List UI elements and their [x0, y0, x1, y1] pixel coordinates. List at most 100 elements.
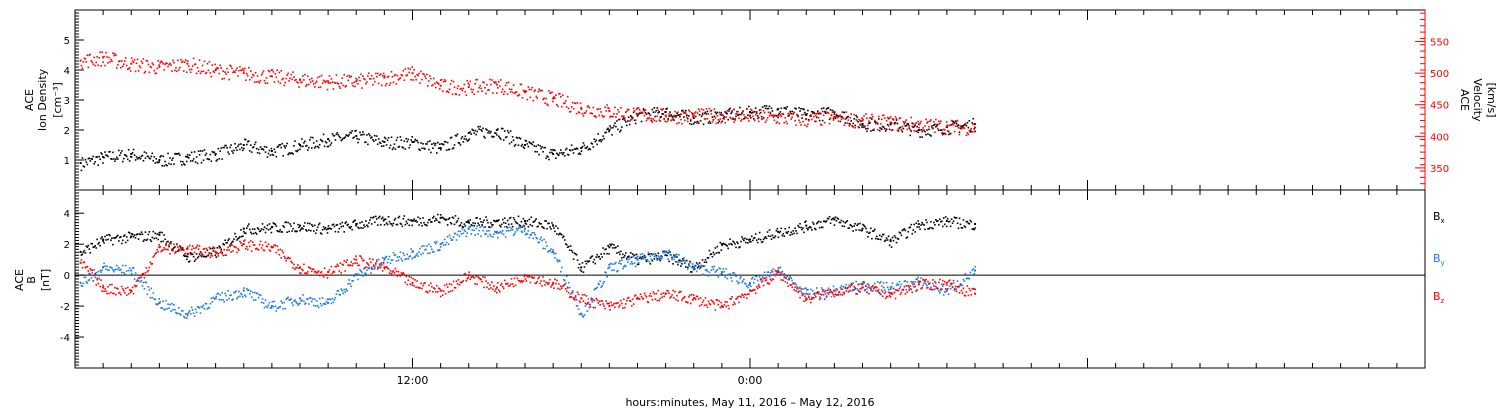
sample-mark: [658, 256, 661, 258]
sample-mark: [689, 120, 692, 122]
sample-mark: [649, 114, 652, 117]
sample-mark: [950, 124, 953, 126]
sample-mark: [972, 123, 975, 126]
sample-mark: [749, 283, 751, 286]
sample-mark: [287, 256, 289, 259]
sample-mark: [461, 225, 464, 228]
data-point: [552, 250, 555, 253]
sample-mark: [355, 274, 357, 276]
sample-mark: [406, 74, 409, 76]
sample-mark: [912, 280, 915, 283]
sample-mark: [578, 111, 581, 114]
sample-mark: [613, 244, 615, 246]
sample-mark: [450, 283, 453, 286]
sample-mark: [594, 287, 597, 290]
sample-mark: [679, 259, 681, 261]
sample-mark: [899, 117, 902, 119]
sample-mark: [854, 124, 856, 127]
sample-mark: [261, 148, 264, 150]
sample-mark: [468, 221, 471, 224]
sample-mark: [374, 139, 377, 141]
sample-mark: [645, 260, 648, 263]
sample-mark: [196, 66, 199, 69]
sample-mark: [168, 245, 170, 248]
sample-mark: [363, 259, 365, 262]
sample-mark: [395, 83, 398, 85]
sample-mark: [334, 296, 337, 299]
sample-mark: [722, 114, 725, 117]
sample-mark: [944, 290, 947, 293]
sample-mark: [612, 126, 614, 129]
sample-mark: [673, 258, 675, 261]
sample-mark: [231, 299, 233, 301]
sample-mark: [382, 72, 385, 75]
sample-mark: [740, 276, 742, 278]
sample-mark: [853, 285, 855, 288]
sample-mark: [657, 289, 660, 292]
sample-mark: [595, 297, 598, 300]
sample-mark: [226, 67, 228, 70]
sample-mark: [822, 293, 825, 296]
sample-mark: [424, 148, 426, 150]
sample-mark: [343, 288, 346, 291]
sample-mark: [857, 289, 859, 292]
sample-mark: [522, 217, 525, 220]
sample-mark: [614, 262, 616, 265]
sample-mark: [750, 112, 753, 114]
sample-mark: [638, 256, 641, 259]
sample-mark: [244, 138, 246, 141]
sample-mark: [765, 105, 768, 107]
sample-mark: [295, 78, 297, 81]
sample-mark: [281, 231, 284, 233]
sample-mark: [154, 252, 157, 255]
sample-mark: [136, 158, 139, 160]
sample-mark: [774, 269, 777, 272]
sample-mark: [682, 297, 684, 300]
sample-mark: [331, 297, 334, 300]
data-point: [79, 59, 82, 62]
sample-mark: [746, 285, 748, 287]
sample-mark: [342, 292, 345, 295]
sample-mark: [509, 283, 512, 286]
sample-mark: [285, 221, 287, 223]
sample-mark: [614, 247, 616, 249]
sample-mark: [678, 121, 680, 124]
sample-mark: [708, 120, 711, 123]
sample-mark: [700, 264, 703, 267]
sample-mark: [758, 231, 761, 234]
sample-mark: [306, 298, 308, 300]
sample-mark: [101, 236, 103, 238]
sample-mark: [562, 102, 565, 105]
sample-mark: [160, 307, 162, 309]
sample-mark: [891, 129, 894, 131]
sample-mark: [307, 271, 309, 273]
data-point: [608, 305, 611, 308]
sample-mark: [745, 116, 747, 119]
sample-mark: [567, 107, 570, 110]
sample-mark: [973, 228, 976, 231]
data-point: [974, 269, 976, 272]
sample-mark: [693, 121, 696, 124]
sample-mark: [179, 313, 181, 315]
sample-mark: [318, 143, 321, 146]
sample-mark: [677, 263, 679, 266]
sample-mark: [254, 231, 257, 234]
sample-mark: [706, 306, 709, 308]
sample-mark: [639, 111, 642, 114]
sample-mark: [210, 254, 213, 257]
sample-mark: [773, 114, 776, 117]
sample-mark: [289, 152, 291, 155]
sample-mark: [235, 235, 237, 238]
sample-mark: [365, 82, 367, 85]
sample-mark: [616, 252, 618, 254]
sample-mark: [966, 121, 969, 124]
sample-mark: [676, 294, 678, 297]
sample-mark: [582, 271, 585, 274]
sample-mark: [627, 255, 630, 258]
sample-mark: [666, 120, 668, 123]
sample-mark: [756, 115, 759, 117]
sample-mark: [797, 224, 799, 227]
sample-mark: [801, 117, 803, 119]
sample-mark: [773, 119, 776, 121]
sample-mark: [814, 295, 817, 298]
